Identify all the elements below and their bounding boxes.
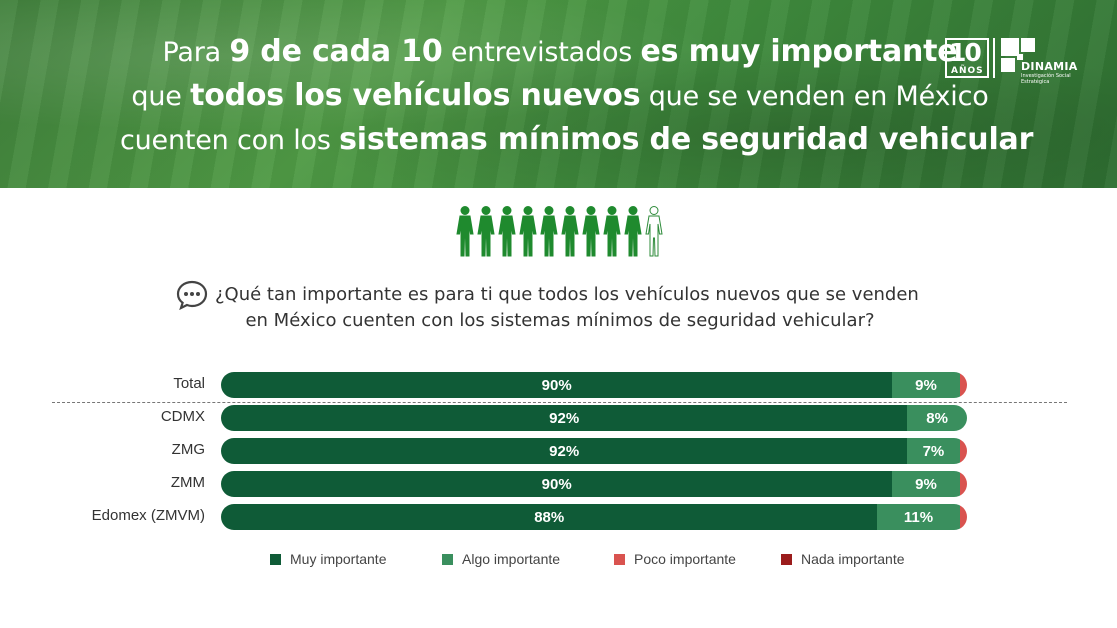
person-icon-filled [519,206,537,257]
legend-item: Nada importante [781,551,905,567]
logo-square-3 [1001,58,1015,72]
person-icon-filled [456,206,474,257]
person-icon-filled [561,206,579,257]
headline-line1-run-3: es muy importante [640,34,958,69]
legend-swatch [614,553,625,565]
data-label: 90% [541,376,572,394]
chart-legend: Muy importante Algo importante Poco import… [0,551,1117,571]
logo-brand: DINAMIA [1021,60,1078,73]
headline-line-1: Para 9 de cada 10 entrevistados es muy i… [120,30,1000,74]
legend-label: Muy importante [290,551,387,567]
dinamia-logo: 10 AÑOS DINAMIA Investigación Social Est… [945,38,1085,85]
legend-item: Algo importante [442,551,560,567]
bar-segment: 90% [221,471,893,497]
headline-line3-run-0: cuenten con los [120,125,340,156]
bar-segment: 90% [221,372,893,398]
bar-segment: 9% [892,372,960,398]
bar-row: 90% 9% [221,372,967,398]
anniversary-text: AÑOS [951,66,984,76]
people-pictogram [456,206,663,257]
category-label: ZMM [170,474,205,491]
legend-label: Nada importante [801,551,905,567]
logo-square-1 [1001,38,1019,56]
headline-line-2: que todos los vehículos nuevos que se ve… [120,74,1000,118]
headline-line2-run-2: que se venden en México [640,81,989,112]
person-icon-outline [645,206,663,257]
data-label: 92% [549,409,580,427]
legend-swatch [442,553,453,565]
category-label: CDMX [160,408,205,425]
bar-row: 92% 7% [221,438,967,464]
stacked-bar-chart: Total 90% 9% CDMX 92% 8% ZMG 92% 7% ZMM 90% 9% Edome… [0,360,1117,540]
category-label: Total [173,375,205,392]
logo-tagline: Investigación Social Estratégica [1021,73,1071,85]
data-label: 7% [922,442,945,460]
bar-segment: 11% [877,504,960,530]
survey-question: ¿Qué tan importante es para ti que todos… [215,282,919,334]
total-divider [52,402,1067,403]
chat-bubble-icon [176,280,208,310]
anniversary-badge: 10 AÑOS [945,38,989,78]
bar-row: 92% 8% [221,405,967,431]
category-label: Edomex (ZMVM) [91,507,205,524]
headline-line1-run-2: entrevistados [442,37,641,68]
person-icon-filled [477,206,495,257]
person-icon-filled [540,206,558,257]
bar-segment: 88% [221,504,878,530]
logo-square-4 [1017,54,1023,60]
legend-label: Algo importante [462,551,561,567]
data-label: 9% [915,475,937,493]
headline: Para 9 de cada 10 entrevistados es muy i… [120,30,1033,162]
headline-line-3: cuenten con los sistemas mínimos de segu… [120,118,1033,162]
bar-segment: 7% [907,438,960,464]
logo-square-2 [1021,38,1035,52]
bar-row: 88% 11% [221,504,967,530]
anniversary-number: 10 [949,38,982,67]
bar-segment [959,438,967,464]
bar-segment: 8% [907,405,967,431]
person-icon-filled [498,206,516,257]
bar-segment: 92% [221,405,908,431]
legend-item: Poco importante [614,551,736,567]
data-label: 9% [915,376,937,394]
bar-row: 90% 9% [221,471,967,497]
data-label: 11% [903,508,934,526]
bar-segment: 9% [892,471,960,497]
headline-line3-run-1: sistemas mínimos de seguridad vehicular [339,122,1034,157]
bar-segment: 92% [221,438,908,464]
person-icon-filled [603,206,621,257]
bar-segment [959,372,967,398]
bar-segment [959,504,967,530]
data-label: 88% [534,508,565,526]
headline-line2-run-1: todos los vehículos nuevos [190,78,641,113]
category-label: ZMG [171,441,205,458]
legend-swatch [781,553,792,565]
headline-line2-run-0: que [131,81,191,112]
legend-swatch [270,553,281,565]
person-icon-filled [624,206,642,257]
question-line-2: en México cuenten con los sistemas mínim… [245,310,875,331]
person-icon-filled [582,206,600,257]
data-label: 90% [541,475,572,493]
question-line-1: ¿Qué tan importante es para ti que todos… [215,284,919,305]
legend-label: Poco importante [634,551,736,567]
headline-line1-run-0: Para [162,37,230,68]
data-label: 92% [549,442,580,460]
bar-segment [959,471,967,497]
data-label: 8% [926,409,948,427]
logo-separator [993,38,995,78]
headline-line1-run-1: 9 de cada 10 [229,34,443,69]
header-banner: Para 9 de cada 10 entrevistados es muy i… [0,0,1117,188]
legend-item: Muy importante [270,551,386,567]
